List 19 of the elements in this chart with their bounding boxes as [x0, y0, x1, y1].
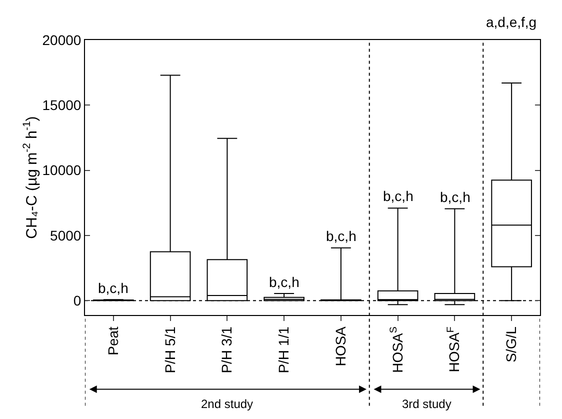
text: 3rd study — [402, 397, 452, 411]
y-tick-label: 10000 — [42, 162, 82, 178]
text: 2nd study — [201, 397, 254, 411]
x-tick-label: P/H 1/1 — [276, 326, 292, 374]
x-tick-label: P/H 5/1 — [162, 326, 178, 374]
y-tick-label: 5000 — [50, 227, 82, 244]
y-tick-label: 20000 — [42, 32, 82, 48]
annotation: b,c,h — [383, 188, 414, 204]
x-tick-label: P/H 3/1 — [218, 326, 235, 374]
y-tick-label: 15000 — [42, 97, 82, 114]
annotation: b,c,h — [440, 189, 470, 205]
annotation: b,c,h — [98, 280, 128, 296]
y-tick-label: 0 — [73, 292, 82, 309]
annotation: b,c,h — [269, 274, 300, 290]
x-tick-label: Peat — [104, 326, 121, 356]
x-tick-label: HOSA — [332, 326, 348, 366]
annotation: b,c,h — [326, 228, 356, 244]
text: a,d,e,f,g — [486, 14, 537, 30]
x-tick-label: S/G/L — [503, 326, 520, 362]
